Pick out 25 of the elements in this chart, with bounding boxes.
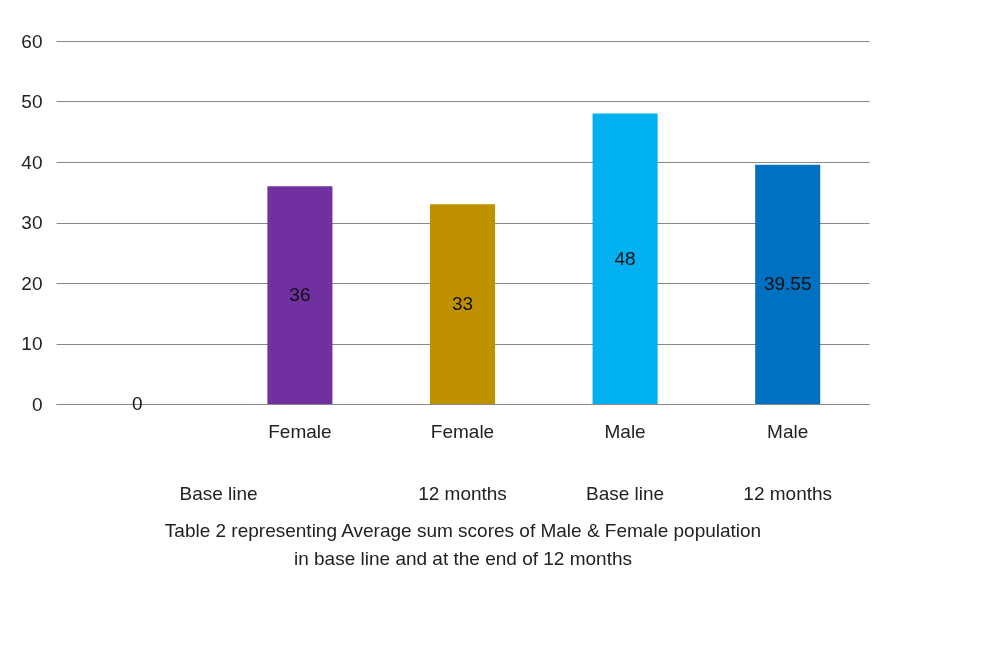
bar <box>592 113 658 404</box>
data-label: 36 <box>289 284 311 306</box>
x-tick-label: Female <box>430 420 495 442</box>
x-axis-title: Table 2 representing Average sum scores of Male & Female population in base line and at the end of 12 months <box>164 519 762 569</box>
y-tick-label: 10 <box>21 333 43 354</box>
text: 12 months <box>743 483 833 504</box>
data-label: 0 <box>132 393 143 414</box>
bar <box>267 186 333 404</box>
y-tick-label: 60 <box>21 30 43 52</box>
data-label: 39.55 <box>763 273 812 295</box>
text: 12 months <box>418 483 507 504</box>
y-tick-label: 20 <box>21 272 43 294</box>
x-tick-label: Male <box>767 420 809 442</box>
text: Base line <box>179 483 258 504</box>
y-tick-label: 40 <box>21 151 43 173</box>
y-tick-label: 30 <box>21 212 43 233</box>
x-tick-label: Female <box>268 420 332 442</box>
x-tick-label: Male <box>604 420 646 442</box>
data-label: 33 <box>451 293 474 315</box>
bar <box>755 164 821 404</box>
data-label: 48 <box>614 247 636 269</box>
y-tick-label: 50 <box>21 91 43 112</box>
bar <box>429 204 496 404</box>
y-tick-label: 0 <box>31 393 43 415</box>
text: Base line <box>586 483 665 504</box>
